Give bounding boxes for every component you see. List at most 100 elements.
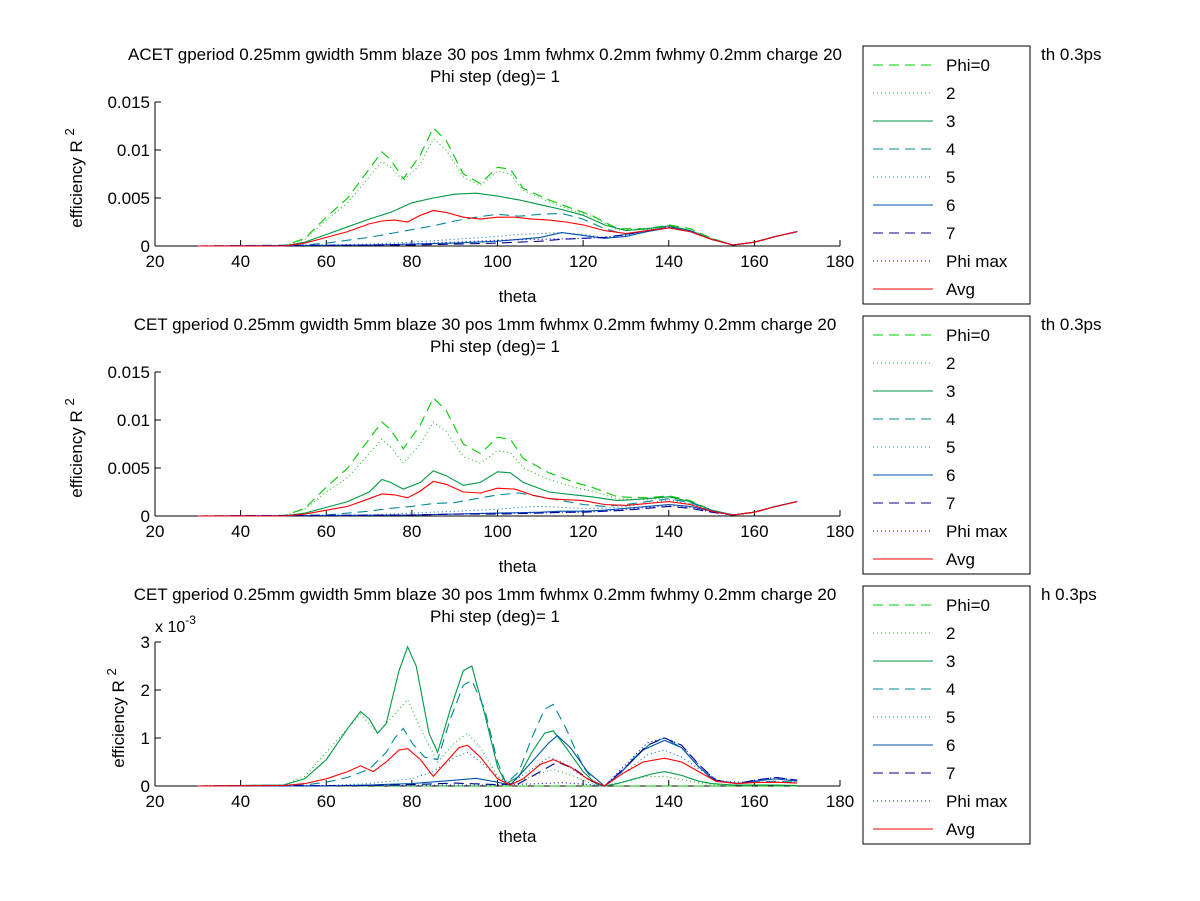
- legend-entry: Avg: [946, 820, 975, 839]
- x-axis-label: theta: [499, 557, 537, 576]
- y-tick-label: 1: [141, 729, 150, 748]
- x-tick-label: 120: [569, 252, 597, 271]
- subplot-2: 20 40 60 80 100 120 140 160 180 0 0.005 0.01 0.015 th…: [62, 315, 1102, 576]
- legend-entry: 4: [946, 410, 955, 429]
- legend-entry: 6: [946, 736, 955, 755]
- series-line-2: [197, 421, 798, 517]
- series-line-4: [197, 212, 798, 247]
- legend-entry: 2: [946, 354, 955, 373]
- x-tick-label: 80: [402, 252, 421, 271]
- x-tick-label: 160: [740, 792, 768, 811]
- chart-title: CET gperiod 0.25mm gwidth 5mm blaze 30 p…: [134, 315, 837, 334]
- legend-entry: 4: [946, 680, 955, 699]
- y-exponent-label: x 10-3: [155, 613, 196, 636]
- legend-entry: 6: [946, 196, 955, 215]
- series-line-phi-0: [197, 396, 798, 517]
- y-axis-label: efficiency R 2: [62, 128, 86, 228]
- series-line-avg: [197, 209, 798, 247]
- series-line-avg: [197, 480, 798, 517]
- y-tick-label: 0.005: [107, 459, 150, 478]
- legend-entry: Avg: [946, 280, 975, 299]
- legend-entry: 4: [946, 140, 955, 159]
- legend-entry: 3: [946, 112, 955, 131]
- chart-title: CET gperiod 0.25mm gwidth 5mm blaze 30 p…: [134, 585, 837, 604]
- x-tick-label: 40: [231, 792, 250, 811]
- series-line-phi-max: [197, 226, 798, 247]
- y-tick-label: 0: [141, 777, 150, 796]
- series-line-3: [197, 470, 798, 517]
- y-tick-label: 0.005: [107, 189, 150, 208]
- legend-entry: 7: [946, 764, 955, 783]
- chart-title-tail: th 0.3ps: [1041, 315, 1102, 334]
- legend-entry: 5: [946, 438, 955, 457]
- x-axis-label: theta: [499, 827, 537, 846]
- legend-entry: 5: [946, 168, 955, 187]
- x-tick-label: 80: [402, 792, 421, 811]
- legend: Phi=0 2 3 4 5 6 7 Phi max Avg: [862, 45, 1031, 305]
- x-tick-label: 180: [826, 792, 854, 811]
- x-tick-label: 180: [826, 252, 854, 271]
- series-line-avg: [197, 744, 798, 787]
- legend-entry: Phi max: [946, 792, 1008, 811]
- legend-entry: 2: [946, 84, 955, 103]
- x-tick-label: 140: [655, 792, 683, 811]
- legend-entry: Phi=0: [946, 56, 990, 75]
- subplot-1: 20 40 60 80 100 120 140 160 180 0 0.005 0.01 0.015 th…: [62, 45, 1102, 306]
- chart-title-tail: h 0.3ps: [1041, 585, 1097, 604]
- legend-box: [862, 585, 1031, 845]
- legend-entry: 5: [946, 708, 955, 727]
- legend-entry: 3: [946, 382, 955, 401]
- x-tick-label: 180: [826, 522, 854, 541]
- legend-entry: 7: [946, 224, 955, 243]
- legend-box: [862, 315, 1031, 575]
- legend-box: [862, 45, 1031, 305]
- legend-entry: Avg: [946, 550, 975, 569]
- legend: Phi=0 2 3 4 5 6 7 Phi max Avg: [862, 585, 1031, 845]
- series-line-2: [197, 137, 798, 247]
- x-tick-label: 160: [740, 252, 768, 271]
- chart-subtitle: Phi step (deg)= 1: [430, 607, 560, 626]
- x-tick-label: 160: [740, 522, 768, 541]
- y-tick-label: 0.01: [117, 141, 150, 160]
- series-line-phi-max: [197, 737, 798, 787]
- y-tick-label: 0: [141, 237, 150, 256]
- series-line-5: [197, 499, 798, 517]
- x-tick-label: 60: [317, 252, 336, 271]
- legend-entry: 3: [946, 652, 955, 671]
- legend: Phi=0 2 3 4 5 6 7 Phi max Avg: [862, 315, 1031, 575]
- series-line-4: [197, 679, 798, 787]
- x-tick-label: 100: [483, 252, 511, 271]
- subplot-3: 20 40 60 80 100 120 140 160 180 0 1 2 3 x 10-3 theta ef…: [104, 585, 1097, 846]
- y-tick-label: 0.015: [107, 363, 150, 382]
- x-tick-label: 140: [655, 252, 683, 271]
- y-tick-label: 3: [141, 633, 150, 652]
- series-line-phi-0: [197, 126, 798, 247]
- x-tick-label: 20: [146, 252, 165, 271]
- x-tick-label: 60: [317, 522, 336, 541]
- x-tick-label: 40: [231, 252, 250, 271]
- x-tick-label: 80: [402, 522, 421, 541]
- y-tick-label: 0.015: [107, 93, 150, 112]
- x-tick-label: 100: [483, 792, 511, 811]
- legend-entry: Phi max: [946, 522, 1008, 541]
- legend-entry: Phi=0: [946, 596, 990, 615]
- x-tick-label: 20: [146, 522, 165, 541]
- x-axis-label: theta: [499, 287, 537, 306]
- x-tick-label: 140: [655, 522, 683, 541]
- x-tick-label: 120: [569, 792, 597, 811]
- legend-entry: Phi=0: [946, 326, 990, 345]
- x-tick-label: 100: [483, 522, 511, 541]
- y-axis-label: efficiency R 2: [104, 668, 128, 768]
- y-tick-label: 0.01: [117, 411, 150, 430]
- y-axis-label: efficiency R 2: [62, 398, 86, 498]
- legend-entry: 6: [946, 466, 955, 485]
- chart-title-tail: th 0.3ps: [1041, 45, 1102, 64]
- legend-entry: 7: [946, 494, 955, 513]
- series-line-3: [197, 645, 798, 787]
- chart-subtitle: Phi step (deg)= 1: [430, 337, 560, 356]
- y-tick-label: 0: [141, 507, 150, 526]
- x-tick-label: 20: [146, 792, 165, 811]
- chart-subtitle: Phi step (deg)= 1: [430, 67, 560, 86]
- x-tick-label: 120: [569, 522, 597, 541]
